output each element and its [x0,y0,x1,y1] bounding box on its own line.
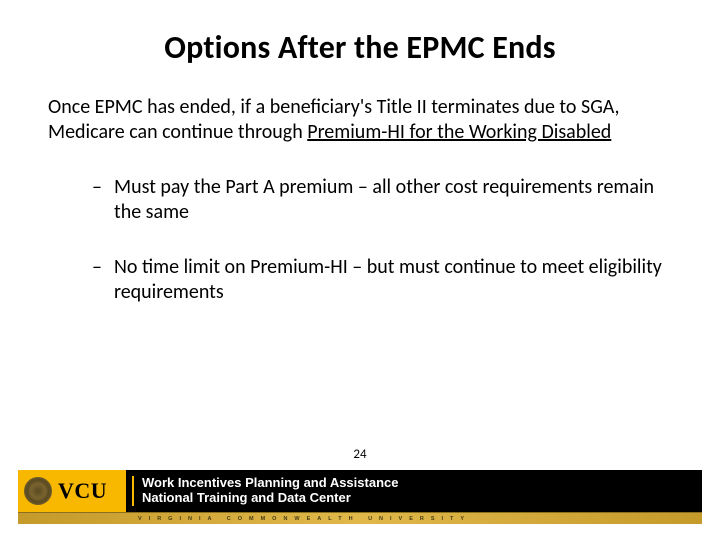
vcu-logo-box: VCU [18,470,126,512]
list-item: No time limit on Premium-HI – but must c… [92,255,672,305]
slide: Options After the EPMC Ends Once EPMC ha… [0,0,720,540]
divider-line [132,476,134,506]
bullet-text: Must pay the Part A premium – all other … [114,175,654,224]
banner-line1: Work Incentives Planning and Assistance [142,476,702,491]
vcu-seal-icon [24,477,52,505]
page-number: 24 [0,447,720,462]
lead-underlined: Premium-HI for the Working Disabled [307,120,611,144]
vcu-wordmark: VCU [58,478,107,504]
lead-paragraph: Once EPMC has ended, if a beneficiary's … [48,95,672,145]
footer-banner: VCU Work Incentives Planning and Assista… [18,470,702,522]
footer-sub-bar: VIRGINIA COMMONWEALTH UNIVERSITY [18,512,702,524]
banner-text: Work Incentives Planning and Assistance … [140,470,702,512]
footer-main-bar: VCU Work Incentives Planning and Assista… [18,470,702,512]
list-item: Must pay the Part A premium – all other … [92,175,672,225]
footer-university-text: VIRGINIA COMMONWEALTH UNIVERSITY [18,516,471,522]
slide-title: Options After the EPMC Ends [48,28,672,67]
banner-line2: National Training and Data Center [142,491,702,506]
bullet-text: No time limit on Premium-HI – but must c… [114,255,662,304]
bullet-list: Must pay the Part A premium – all other … [48,175,672,305]
